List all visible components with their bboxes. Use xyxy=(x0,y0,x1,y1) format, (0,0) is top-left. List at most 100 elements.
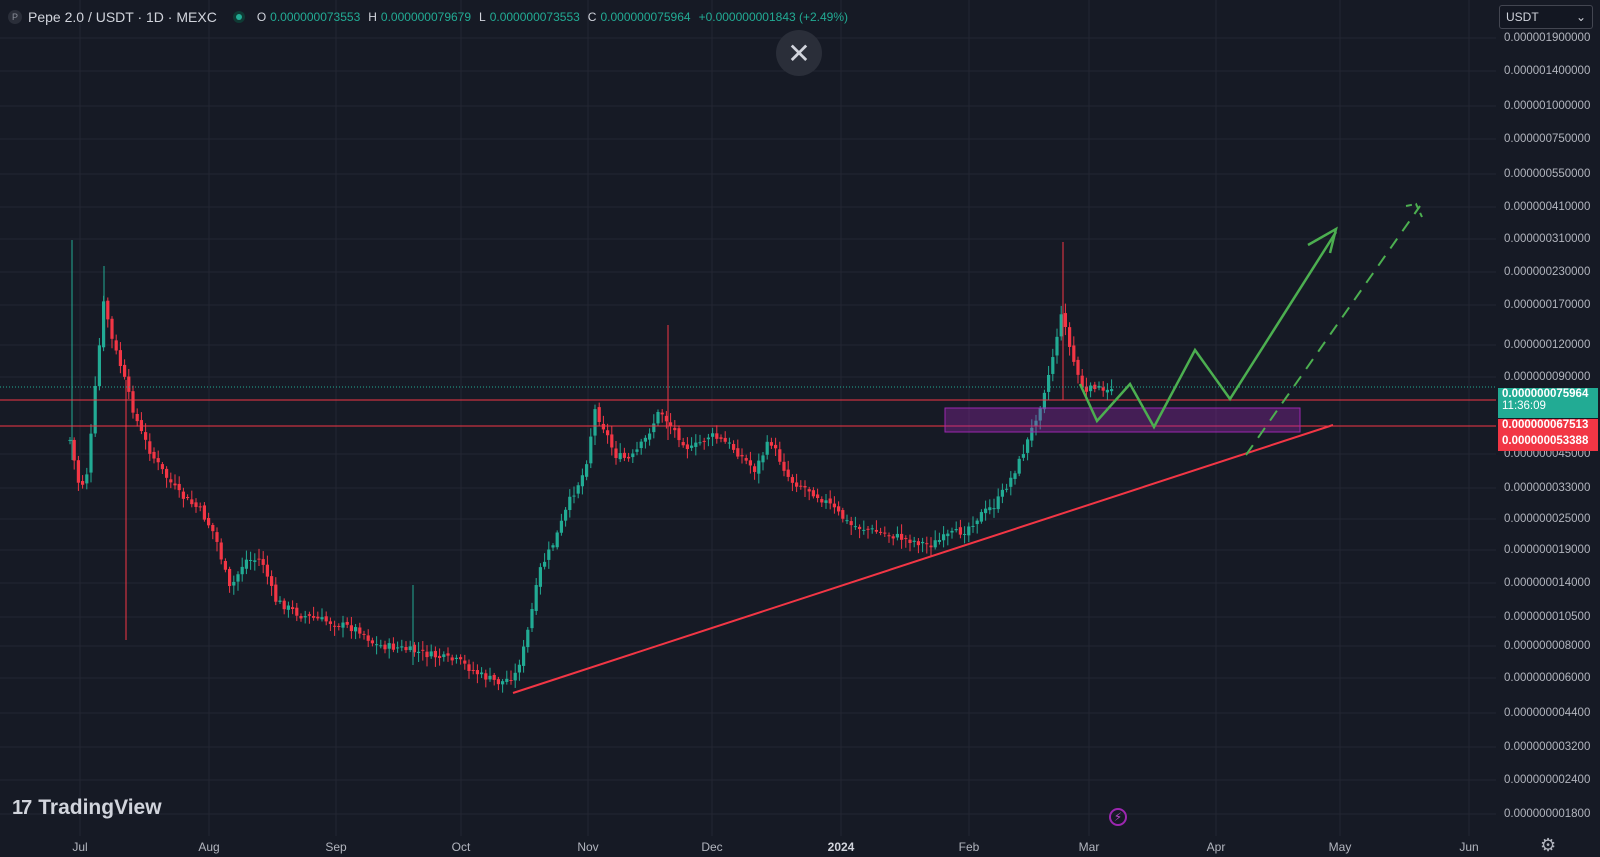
candle-body xyxy=(769,442,773,446)
last-price-tag: 0.000000075964 11:36:09 xyxy=(1498,388,1598,418)
candle-body xyxy=(156,458,160,463)
candle-body xyxy=(757,460,761,474)
candle-body xyxy=(282,600,286,610)
ohlc-open-value: 0.000000073553 xyxy=(270,10,361,24)
candle-body xyxy=(639,441,643,449)
candle-body xyxy=(1047,374,1051,392)
price-change: +0.000000001843 (+2.49%) xyxy=(698,10,849,24)
ohlc-high-key: H xyxy=(368,10,377,24)
candle-body xyxy=(354,627,358,632)
candle-body xyxy=(849,521,853,526)
candle-body xyxy=(954,529,958,531)
candle-body xyxy=(1030,427,1034,441)
candle-body xyxy=(585,464,589,477)
candle-body xyxy=(715,433,719,439)
candle-body xyxy=(774,444,778,449)
time-label-year: 2024 xyxy=(827,840,855,854)
price-axis[interactable]: 0.000001900000 0.000001400000 0.00000100… xyxy=(1496,0,1600,836)
candle-body xyxy=(1076,359,1080,375)
candle-body xyxy=(446,653,450,656)
candle-body xyxy=(635,449,639,452)
candle-body xyxy=(975,520,979,525)
currency-value: USDT xyxy=(1506,10,1539,24)
time-axis[interactable]: Jul Aug Sep Oct Nov Dec 2024 Feb Mar Apr… xyxy=(0,836,1500,857)
candle-body xyxy=(727,442,731,444)
close-button[interactable]: ✕ xyxy=(776,30,822,76)
currency-select[interactable]: USDT ⌄ xyxy=(1499,5,1593,29)
candle-body xyxy=(215,532,219,542)
price-label: 0.000000003200 xyxy=(1504,741,1591,753)
candle-body xyxy=(274,584,278,602)
candle-body xyxy=(862,529,866,531)
candle-body xyxy=(799,485,803,487)
candle-body xyxy=(400,646,404,648)
candle-body xyxy=(72,439,76,461)
candle-body xyxy=(656,411,660,424)
chart-area[interactable] xyxy=(0,0,1496,836)
symbol-header[interactable]: P Pepe 2.0 / USDT · 1D · MEXC O 0.0000000… xyxy=(8,6,852,28)
candle-body xyxy=(484,673,488,680)
symbol-title[interactable]: Pepe 2.0 / USDT · 1D · MEXC xyxy=(28,9,217,25)
price-label: 0.000000090000 xyxy=(1504,371,1591,383)
candle-body xyxy=(450,657,454,661)
candle-body xyxy=(509,679,513,681)
candle-body xyxy=(1042,392,1046,410)
candle-body xyxy=(740,455,744,457)
candle-body xyxy=(1089,385,1093,392)
candle-body xyxy=(181,491,185,499)
candle-body xyxy=(379,645,383,647)
level-price-tag: 0.000000067513 xyxy=(1498,419,1598,435)
candle-body xyxy=(114,340,118,351)
gear-icon[interactable]: ⚙ xyxy=(1540,835,1557,855)
ohlc-open-key: O xyxy=(256,10,267,24)
candle-body xyxy=(673,427,677,431)
candle-body xyxy=(832,503,836,508)
candle-body xyxy=(110,318,114,339)
time-label: Dec xyxy=(701,840,723,854)
candle-body xyxy=(433,650,437,658)
ohlc-low-value: 0.000000073553 xyxy=(489,10,580,24)
candle-body xyxy=(387,643,391,649)
candle-body xyxy=(883,532,887,534)
candle-body xyxy=(316,616,320,619)
price-label: 0.000000004400 xyxy=(1504,707,1591,719)
candle-body xyxy=(488,675,492,680)
bar-countdown: 11:36:09 xyxy=(1502,400,1546,412)
candle-body xyxy=(690,445,694,448)
tradingview-logo[interactable]: 17 TradingView xyxy=(12,796,162,820)
candle-body xyxy=(1101,387,1105,391)
candle-body xyxy=(853,526,857,528)
candle-body xyxy=(253,560,257,562)
candle-body xyxy=(148,441,152,454)
candle-body xyxy=(169,479,173,483)
candle-body xyxy=(404,647,408,651)
candle-body xyxy=(824,500,828,503)
candle-body xyxy=(736,448,740,457)
candle-body xyxy=(648,433,652,440)
candle-body xyxy=(299,615,303,619)
candle-body xyxy=(312,616,316,618)
candle-body xyxy=(744,458,748,461)
candle-body xyxy=(278,600,282,602)
candle-body xyxy=(811,490,815,497)
candle-body xyxy=(396,647,400,649)
candle-body xyxy=(517,664,521,673)
chart-grid xyxy=(0,0,1496,836)
candle-body xyxy=(240,566,244,575)
candle-body xyxy=(593,409,597,436)
bolt-icon[interactable]: ⚡ xyxy=(1109,808,1127,826)
candle-body xyxy=(475,670,479,675)
market-status-icon[interactable] xyxy=(232,11,245,23)
candle-body xyxy=(1021,454,1025,458)
ohlc-high-value: 0.000000079679 xyxy=(380,10,472,24)
candle-body xyxy=(118,350,122,367)
candle-body xyxy=(841,510,845,519)
candle-body xyxy=(123,364,127,377)
candle-body xyxy=(173,483,177,486)
candle-body xyxy=(1017,458,1021,474)
candle-body xyxy=(807,489,811,492)
candle-body xyxy=(152,451,156,459)
price-label: 0.000000120000 xyxy=(1504,339,1591,351)
candle-body xyxy=(778,449,782,462)
candle-body xyxy=(417,651,421,653)
